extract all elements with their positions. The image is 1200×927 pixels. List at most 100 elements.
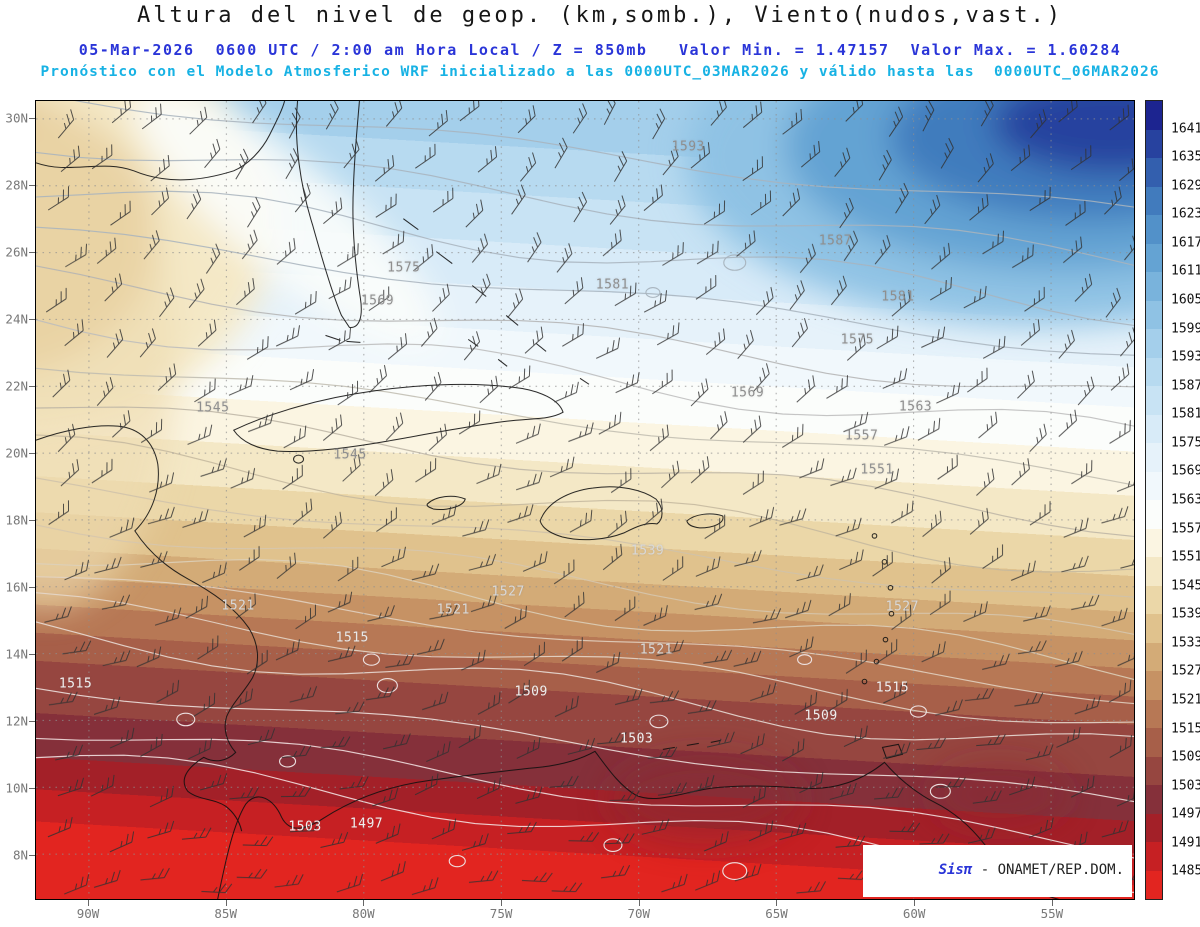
contour-line — [36, 524, 1134, 635]
colorbar-cell — [1146, 272, 1162, 301]
colorbar-cell — [1146, 386, 1162, 415]
lon-tick-mark — [225, 900, 227, 906]
colorbar-cell — [1146, 756, 1162, 785]
colorbar-tick-label: 1587 — [1171, 378, 1200, 394]
closed-contour — [362, 653, 380, 666]
isla-juventud — [293, 454, 305, 464]
lat-tick-mark — [29, 654, 35, 655]
contour-line — [36, 576, 1134, 705]
contour-line — [36, 406, 1134, 538]
closed-contour — [722, 862, 748, 880]
closed-contour — [723, 254, 747, 271]
lat-tick-mark — [29, 788, 35, 789]
colorbar-cell — [1146, 101, 1162, 130]
colorbar-tick-label: 1593 — [1171, 349, 1200, 365]
colorbar-cell — [1146, 813, 1162, 842]
colorbar-cell — [1146, 699, 1162, 728]
lon-axis: 90W 85W 80W 75W 70W 65W 60W 55W — [35, 900, 1135, 926]
colorbar-cell — [1146, 671, 1162, 700]
lat-tick-label: 12N — [5, 713, 28, 729]
closed-contour — [376, 678, 398, 694]
lon-tick-mark — [638, 900, 640, 906]
map-canvas: 1593 1587 1575 1581 1569 1581 1575 1569 1563 1545… — [35, 100, 1135, 900]
lat-tick-mark — [29, 453, 35, 454]
model-run-line: Pronóstico con el Modelo Atmosferico WRF… — [40, 64, 1160, 80]
colorbar-cell — [1146, 528, 1162, 557]
colorbar-tick-label: 1539 — [1171, 606, 1200, 622]
lon-tick-mark — [776, 900, 778, 906]
colorbar-tick-label: 1521 — [1171, 692, 1200, 708]
lon-tick-label: 75W — [489, 906, 513, 921]
closed-contour — [929, 783, 951, 799]
colorbar-cell — [1146, 414, 1162, 443]
colorbar-tick-label: 1563 — [1171, 492, 1200, 508]
contour-line — [36, 151, 1134, 266]
colorbar-cell — [1146, 842, 1162, 871]
lat-tick-mark — [29, 587, 35, 588]
contour-line — [36, 592, 1134, 724]
lat-axis: 30N 28N 26N 24N 22N 20N 18N 16N 14N 12N 10N 8N — [1, 100, 35, 900]
colorbar-tick-label: 1605 — [1171, 292, 1200, 308]
lon-tick-mark — [1051, 900, 1053, 906]
colorbar-cell — [1146, 471, 1162, 500]
closed-contour — [649, 714, 669, 729]
lat-tick-label: 24N — [5, 311, 28, 327]
lon-tick-label: 60W — [902, 906, 926, 921]
colorbar-cells — [1145, 100, 1163, 900]
colorbar-tick-label: 1629 — [1171, 178, 1200, 194]
colorbar-tick-label: 1509 — [1171, 749, 1200, 765]
colorbar-cell — [1146, 500, 1162, 529]
colorbar-cell — [1146, 785, 1162, 814]
colorbar-cell — [1146, 129, 1162, 158]
colorbar-cell — [1146, 158, 1162, 187]
branding-text: - ONAMET/REP.DOM. — [972, 862, 1124, 878]
branding: Sisπ - ONAMET/REP.DOM. — [863, 845, 1132, 897]
colorbar-cell — [1146, 585, 1162, 614]
lon-tick-mark — [914, 900, 916, 906]
lat-tick-label: 20N — [5, 445, 28, 461]
closed-contour — [603, 838, 623, 852]
lat-tick-mark — [29, 721, 35, 722]
colorbar-tick-label: 1491 — [1171, 835, 1200, 851]
colorbar-tick-label: 1533 — [1171, 635, 1200, 651]
lat-tick-label: 16N — [5, 579, 28, 595]
colorbar-tick-label: 1641 — [1171, 121, 1200, 137]
contour-line — [36, 226, 1134, 356]
trinidad-abc-islands — [662, 739, 904, 759]
lon-tick-mark — [501, 900, 503, 906]
contour-line — [36, 737, 1134, 859]
lesser-antilles — [861, 533, 895, 685]
colorbar-tick-label: 1599 — [1171, 321, 1200, 337]
lat-tick-label: 8N — [12, 847, 28, 863]
lat-tick-mark — [29, 118, 35, 119]
colorbar-tick-label: 1581 — [1171, 406, 1200, 422]
lat-tick-label: 18N — [5, 512, 28, 528]
colorbar-tick-label: 1497 — [1171, 806, 1200, 822]
colorbar-cell — [1146, 870, 1162, 899]
lon-tick-label: 85W — [214, 906, 237, 921]
closed-contour — [448, 854, 466, 868]
lon-tick-label: 90W — [76, 906, 100, 921]
colorbar-tick-label: 1515 — [1171, 721, 1200, 737]
closed-contour — [279, 755, 297, 768]
lon-tick-label: 55W — [1040, 906, 1064, 921]
lat-tick-mark — [29, 855, 35, 856]
lat-tick-label: 14N — [5, 646, 28, 662]
sispi-logo: Sisπ — [938, 862, 973, 878]
contour-line — [74, 101, 1134, 208]
colorbar-cell — [1146, 215, 1162, 244]
map-area: 1593 1587 1575 1581 1569 1581 1575 1569 1563 1545… — [5, 100, 1200, 921]
colorbar: 1641 1635 1629 1623 1617 1611 1605 1599 1593 1587… — [1145, 100, 1200, 900]
closed-contour — [645, 287, 661, 298]
colorbar-cell — [1146, 443, 1162, 472]
colorbar-tick-label: 1617 — [1171, 235, 1200, 251]
colorbar-tick-label: 1623 — [1171, 206, 1200, 222]
valid-time-line: 05-Mar-2026 0600 UTC / 2:00 am Hora Loca… — [78, 41, 1122, 59]
closed-contour — [909, 705, 927, 718]
puerto-rico-coast — [686, 513, 724, 529]
hispaniola-coast — [539, 486, 663, 541]
lat-tick-label: 30N — [5, 110, 28, 126]
page-title: Altura del nivel de geop. (km,somb.), Vi… — [137, 3, 1063, 28]
colorbar-tick-label: 1551 — [1171, 549, 1200, 565]
